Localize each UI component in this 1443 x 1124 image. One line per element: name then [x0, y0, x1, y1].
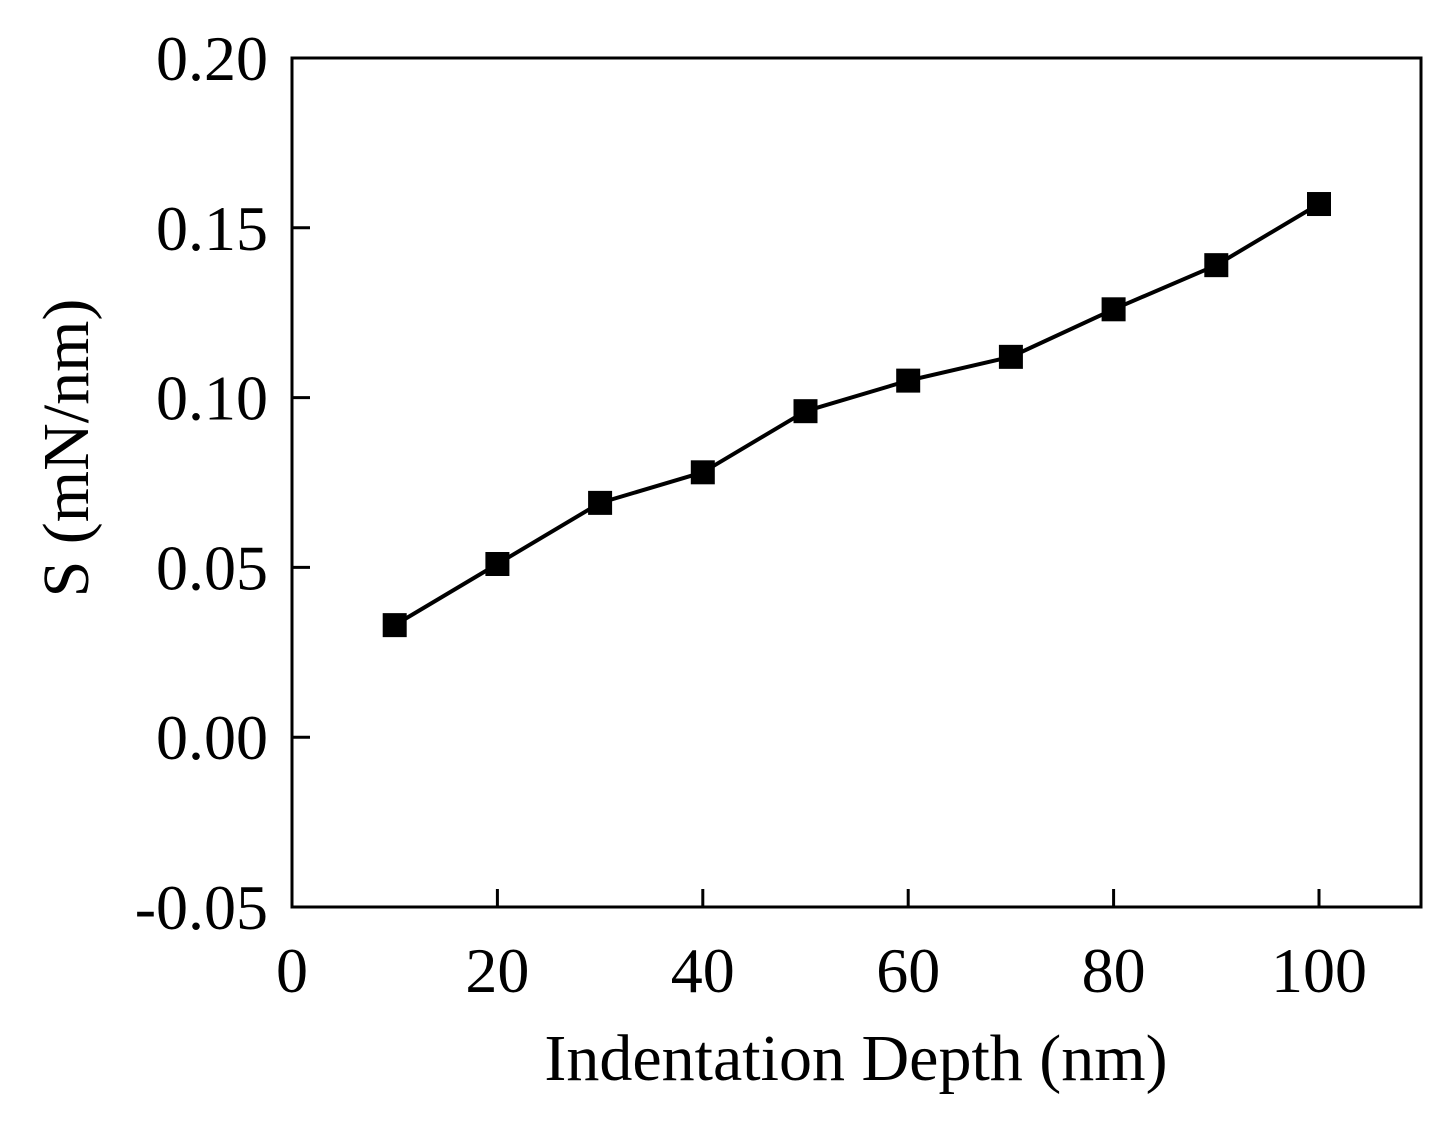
data-point-marker	[1307, 192, 1331, 217]
data-point-marker	[998, 344, 1023, 369]
y-tick-label: 0.20	[156, 23, 268, 94]
data-point-marker	[1204, 253, 1229, 278]
data-point-marker	[690, 460, 715, 485]
y-tick-label: 0.15	[156, 193, 268, 264]
x-axis-title: Indentation Depth (nm)	[544, 1022, 1167, 1095]
series-line	[393, 202, 1321, 627]
x-tick-label: 0	[276, 935, 308, 1006]
series-lines	[393, 202, 1321, 627]
y-tick-label: 0.05	[156, 532, 268, 603]
y-tick-label: -0.05	[135, 872, 268, 943]
data-point-marker	[1101, 297, 1126, 322]
y-tick-label: 0.10	[156, 363, 268, 434]
x-tick-label: 60	[876, 935, 940, 1006]
data-point-marker	[793, 399, 818, 424]
x-tick-label: 40	[671, 935, 735, 1006]
x-tick-label: 80	[1082, 935, 1146, 1006]
data-point-marker	[485, 552, 510, 577]
x-tick-label: 20	[465, 935, 529, 1006]
y-axis-ticks: -0.05 0.00 0.05 0.10 0.15 0.20	[135, 23, 310, 943]
plot-frame	[290, 56, 1423, 909]
data-point-marker	[896, 368, 921, 393]
y-tick-label: 0.00	[156, 702, 268, 773]
y-axis-title: S (mN/nm)	[30, 299, 103, 598]
x-tick-label: 100	[1271, 935, 1367, 1006]
series-markers	[382, 192, 1331, 638]
data-point-marker	[588, 490, 613, 515]
data-point-marker	[382, 613, 407, 638]
x-axis-ticks: 0 20 40 60 80 100	[276, 889, 1367, 1006]
